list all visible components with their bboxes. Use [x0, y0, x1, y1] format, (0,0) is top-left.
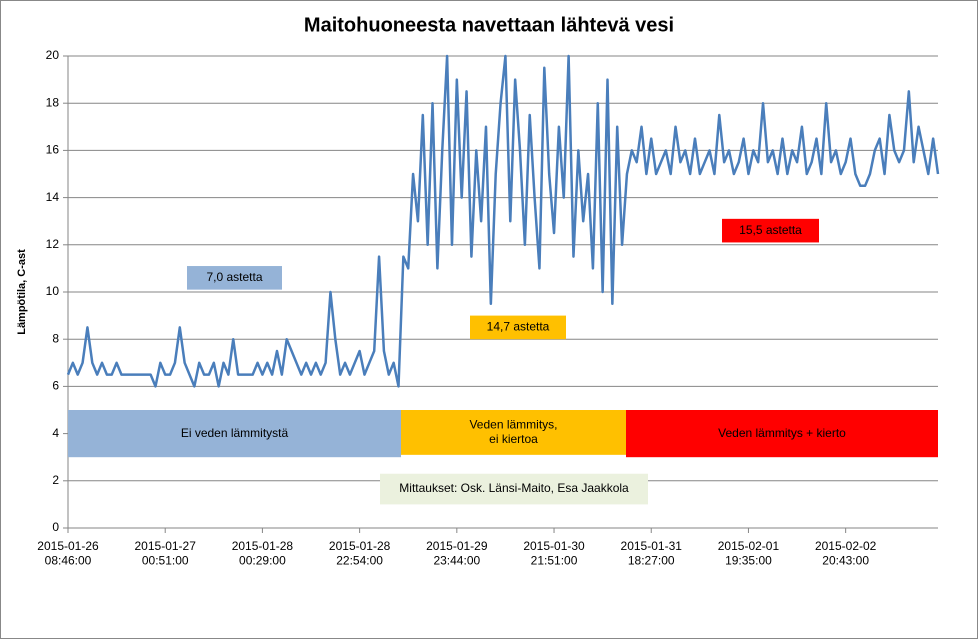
y-tick-label: 2 — [52, 473, 59, 487]
x-tick-label: 2015-01-28 22:54:00 — [329, 539, 391, 567]
y-tick-label: 4 — [52, 426, 59, 440]
x-tick-label: 2015-01-26 08:46:00 — [37, 539, 99, 567]
annotation-box — [380, 473, 648, 505]
x-tick-label: 2015-01-28 00:29:00 — [232, 539, 294, 567]
annotation-text: 15,5 astetta — [739, 223, 802, 237]
y-tick-label: 10 — [46, 284, 60, 298]
y-tick-label: 12 — [46, 237, 60, 251]
y-tick-label: 14 — [46, 190, 60, 204]
y-tick-label: 0 — [52, 520, 59, 534]
annotation-box — [626, 410, 938, 458]
x-tick-label: 2015-02-01 19:35:00 — [718, 539, 780, 567]
x-tick-label: 2015-01-31 18:27:00 — [621, 539, 683, 567]
x-tick-label: 2015-01-27 00:51:00 — [135, 539, 197, 567]
y-tick-label: 20 — [46, 48, 60, 62]
y-axis-label: Lämpötila, C-ast — [16, 249, 28, 335]
x-tick-label: 2015-01-29 23:44:00 — [426, 539, 488, 567]
x-tick-label: 2015-01-30 21:51:00 — [523, 539, 585, 567]
x-tick-label: 2015-02-02 20:43:00 — [815, 539, 877, 567]
data-line — [66, 54, 940, 388]
annotation-box — [722, 218, 819, 243]
annotation-text: Veden lämmitys, ei kiertoa — [469, 418, 557, 446]
annotation-text: Mittaukset: Osk. Länsi-Maito, Esa Jaakko… — [399, 481, 629, 495]
annotation-box — [470, 315, 566, 340]
annotation-text: 14,7 astetta — [487, 320, 550, 334]
annotation-box — [68, 410, 401, 458]
annotation-text: Veden lämmitys + kierto — [718, 426, 846, 440]
annotation-text: Ei veden lämmitystä — [181, 426, 289, 440]
annotation-box — [401, 410, 626, 455]
y-tick-label: 8 — [52, 331, 59, 345]
annotation-box — [187, 266, 282, 290]
y-tick-label: 6 — [52, 379, 59, 393]
y-tick-label: 18 — [46, 95, 60, 109]
y-tick-label: 16 — [46, 143, 60, 157]
chart-title: Maitohuoneesta navettaan lähtevä vesi — [304, 14, 674, 36]
annotation-text: 7,0 astetta — [206, 270, 262, 284]
